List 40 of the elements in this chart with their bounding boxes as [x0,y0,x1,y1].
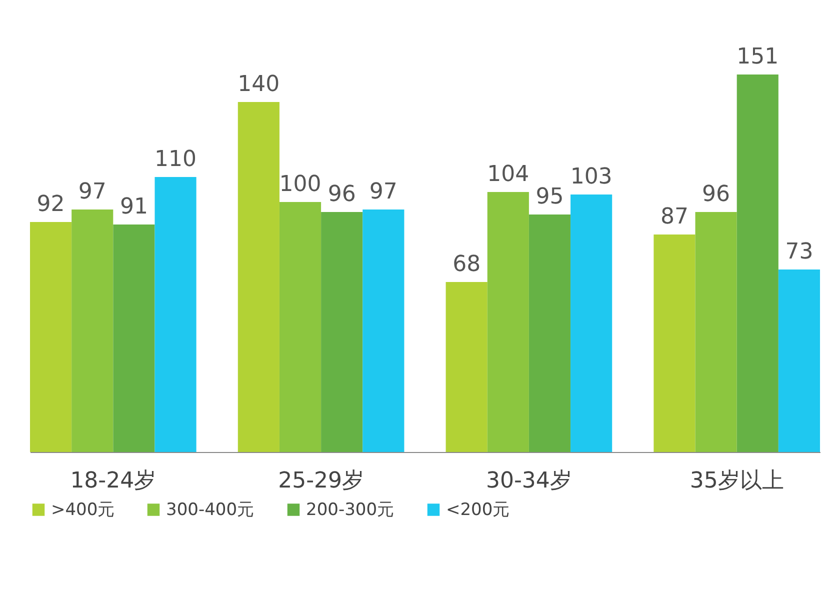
data-label: 104 [487,162,530,187]
legend-label: 300-400元 [166,500,254,520]
bar [736,74,778,452]
bar [654,234,696,452]
legend-label: >400元 [51,500,115,520]
bar [487,192,529,452]
data-label: 92 [36,192,65,217]
data-label: 95 [536,184,564,210]
bar [362,210,404,452]
bar [30,222,72,452]
data-label: 140 [238,72,280,97]
data-label: 73 [785,240,814,264]
bar [238,102,280,452]
bar [778,270,820,452]
x-tick-label: 30-34岁 [486,468,572,494]
bar [528,214,571,452]
x-tick-label: 35岁以上 [690,468,784,494]
bar [570,194,612,452]
x-tick-label: 25-29岁 [278,468,364,494]
data-label: 96 [328,182,356,207]
bar [321,212,363,452]
bar [154,177,196,452]
x-tick-label: 18-24岁 [70,468,156,494]
bar [446,282,488,452]
bar [113,224,155,452]
bar [72,210,114,452]
legend-label: 200-300元 [306,500,394,520]
legend-label: <200元 [446,500,510,520]
data-label: 87 [660,204,688,230]
data-label: 96 [702,182,730,207]
data-label: 110 [154,147,197,172]
data-label: 97 [78,180,106,204]
data-label: 68 [452,252,481,277]
data-label: 103 [570,164,612,190]
data-label: 151 [736,44,779,70]
bar [279,202,322,452]
data-label: 100 [279,172,322,197]
data-label: 97 [369,180,398,204]
data-label: 91 [120,194,148,220]
bar [695,212,737,452]
